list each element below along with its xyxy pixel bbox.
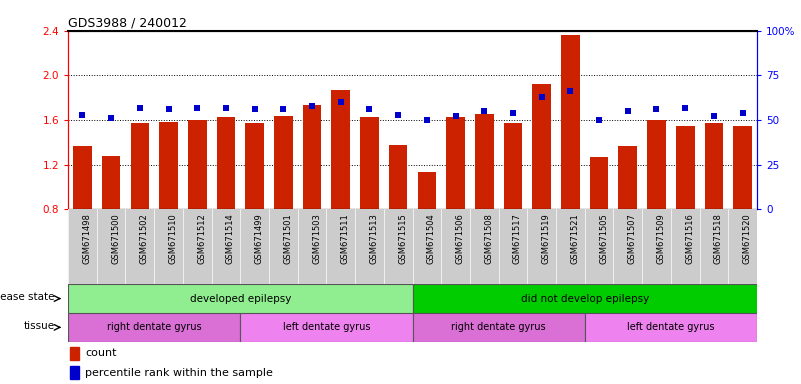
Bar bbox=[413, 313, 585, 342]
Point bbox=[162, 106, 175, 113]
Point bbox=[363, 106, 376, 113]
Bar bbox=[68, 313, 240, 342]
Text: GSM671509: GSM671509 bbox=[657, 213, 666, 264]
Text: GSM671502: GSM671502 bbox=[140, 213, 149, 264]
Bar bbox=[68, 284, 413, 313]
Text: right dentate gyrus: right dentate gyrus bbox=[107, 322, 202, 333]
Bar bbox=[705, 123, 723, 209]
Bar bbox=[475, 114, 493, 209]
Point bbox=[392, 112, 405, 118]
Text: GSM671515: GSM671515 bbox=[398, 213, 407, 264]
Text: GSM671500: GSM671500 bbox=[111, 213, 120, 264]
Text: developed epilepsy: developed epilepsy bbox=[190, 293, 291, 304]
Bar bbox=[388, 144, 408, 209]
Point bbox=[736, 110, 749, 116]
Bar bbox=[245, 123, 264, 209]
Bar bbox=[360, 117, 379, 209]
Text: GSM671508: GSM671508 bbox=[485, 213, 493, 264]
Text: GSM671517: GSM671517 bbox=[513, 213, 522, 264]
Text: GDS3988 / 240012: GDS3988 / 240012 bbox=[68, 17, 187, 30]
Bar bbox=[70, 366, 79, 379]
Bar bbox=[73, 146, 92, 209]
Text: GSM671513: GSM671513 bbox=[369, 213, 378, 264]
Text: left dentate gyrus: left dentate gyrus bbox=[283, 322, 370, 333]
Text: disease state: disease state bbox=[0, 292, 54, 302]
Text: GSM671511: GSM671511 bbox=[340, 213, 350, 264]
Bar bbox=[676, 126, 694, 209]
Point bbox=[506, 110, 519, 116]
Text: GSM671520: GSM671520 bbox=[743, 213, 751, 264]
Text: tissue: tissue bbox=[23, 321, 54, 331]
Bar bbox=[590, 157, 609, 209]
Text: left dentate gyrus: left dentate gyrus bbox=[627, 322, 714, 333]
Text: GSM671514: GSM671514 bbox=[226, 213, 235, 264]
Bar bbox=[303, 106, 321, 209]
Text: GSM671505: GSM671505 bbox=[599, 213, 608, 264]
Point bbox=[449, 113, 462, 119]
Point bbox=[535, 94, 548, 100]
Text: GSM671510: GSM671510 bbox=[168, 213, 178, 264]
Point bbox=[593, 117, 606, 123]
Text: percentile rank within the sample: percentile rank within the sample bbox=[85, 367, 273, 377]
Bar bbox=[240, 313, 413, 342]
Point bbox=[219, 104, 232, 111]
Text: GSM671516: GSM671516 bbox=[685, 213, 694, 264]
Text: GSM671521: GSM671521 bbox=[570, 213, 579, 264]
Bar bbox=[585, 313, 757, 342]
Bar bbox=[647, 120, 666, 209]
Bar bbox=[159, 122, 178, 209]
Bar bbox=[332, 90, 350, 209]
Text: GSM671519: GSM671519 bbox=[541, 213, 550, 264]
Text: GSM671512: GSM671512 bbox=[197, 213, 206, 264]
Text: GSM671499: GSM671499 bbox=[255, 213, 264, 264]
Bar bbox=[274, 116, 292, 209]
Text: GSM671504: GSM671504 bbox=[427, 213, 436, 264]
Text: did not develop epilepsy: did not develop epilepsy bbox=[521, 293, 649, 304]
Text: GSM671518: GSM671518 bbox=[714, 213, 723, 264]
Text: count: count bbox=[85, 348, 116, 358]
Bar bbox=[733, 126, 752, 209]
Text: GSM671501: GSM671501 bbox=[284, 213, 292, 264]
Text: GSM671507: GSM671507 bbox=[628, 213, 637, 264]
Point bbox=[248, 106, 261, 113]
Text: right dentate gyrus: right dentate gyrus bbox=[451, 322, 546, 333]
Text: GSM671503: GSM671503 bbox=[312, 213, 321, 264]
Text: GSM671506: GSM671506 bbox=[456, 213, 465, 264]
Bar bbox=[533, 84, 551, 209]
Bar bbox=[417, 172, 437, 209]
Bar bbox=[188, 120, 207, 209]
Bar bbox=[504, 123, 522, 209]
Point bbox=[191, 104, 203, 111]
Bar bbox=[413, 284, 757, 313]
Bar bbox=[561, 35, 580, 209]
Point bbox=[478, 108, 491, 114]
Point bbox=[564, 88, 577, 94]
Text: GSM671498: GSM671498 bbox=[83, 213, 91, 264]
Bar bbox=[131, 123, 149, 209]
Point bbox=[421, 117, 433, 123]
Point bbox=[76, 112, 89, 118]
Point bbox=[277, 106, 290, 113]
Point bbox=[650, 106, 663, 113]
Bar bbox=[102, 156, 120, 209]
Point bbox=[334, 99, 347, 105]
Bar bbox=[70, 347, 79, 359]
Point bbox=[622, 108, 634, 114]
Point bbox=[707, 113, 720, 119]
Point bbox=[306, 103, 319, 109]
Point bbox=[678, 104, 691, 111]
Point bbox=[134, 104, 147, 111]
Bar bbox=[216, 117, 235, 209]
Bar bbox=[446, 117, 465, 209]
Point bbox=[105, 115, 118, 121]
Bar bbox=[618, 146, 637, 209]
